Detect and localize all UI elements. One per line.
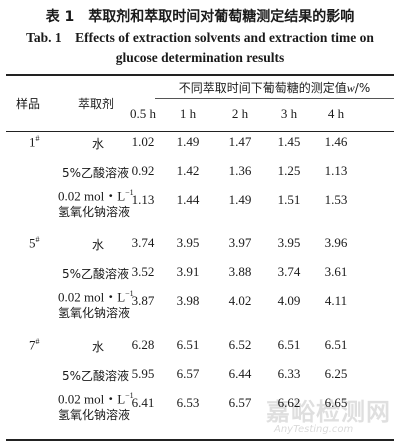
measured-value-header: 不同萃取时间下葡萄糖的测定值w/% — [178, 81, 371, 95]
value-cell: 6.62 — [277, 395, 301, 410]
value-cell: 5.95 — [131, 366, 155, 381]
value-cell: 6.28 — [131, 337, 155, 352]
sample-id: 1# — [29, 134, 40, 150]
concentration-exponent: −1 — [125, 188, 134, 197]
value-cell: 6.51 — [277, 337, 301, 352]
solvent-acetic-acid: 5%乙酸溶液 — [62, 369, 130, 383]
title-en-line2: glucose determination results — [115, 50, 285, 65]
value-cell: 3.87 — [131, 293, 155, 308]
solvent-sodium-hydroxide: 0.02 mol・L−1 氢氧化钠溶液 — [58, 285, 134, 322]
value-cell: 1.42 — [176, 163, 200, 178]
value-cell: 3.95 — [176, 235, 200, 250]
watermark-text-cn: 嘉峪检测网 — [266, 398, 391, 426]
value-cell: 6.25 — [324, 366, 348, 381]
value-cell: 6.53 — [176, 395, 200, 410]
value-cell: 3.95 — [277, 235, 301, 250]
concentration-exponent: −1 — [125, 391, 134, 400]
value-cell: 0.92 — [131, 163, 155, 178]
sample-column-header: 样品 — [16, 97, 41, 111]
solvent-water: 水 — [92, 340, 105, 354]
value-cell: 1.53 — [324, 192, 348, 207]
sample-mark: # — [35, 337, 40, 346]
value-cell: 4.11 — [324, 293, 348, 308]
sample-id: 7# — [29, 337, 40, 353]
value-cell: 1.49 — [176, 134, 200, 149]
solvent-concentration: 0.02 mol・L−1 — [58, 285, 134, 305]
value-cell: 1.25 — [277, 163, 301, 178]
value-cell: 1.02 — [131, 134, 155, 149]
sample-id: 5# — [29, 235, 40, 251]
concentration-exponent: −1 — [125, 289, 134, 298]
solvent-concentration: 0.02 mol・L−1 — [58, 387, 134, 407]
value-cell: 4.09 — [277, 293, 301, 308]
solvent-sodium-hydroxide: 0.02 mol・L−1 氢氧化钠溶液 — [58, 387, 134, 424]
value-cell: 6.51 — [324, 337, 348, 352]
value-cell: 3.97 — [228, 235, 252, 250]
watermark-text-en: AnyTesting.com — [274, 424, 354, 435]
header-sub-rule — [155, 98, 394, 99]
value-cell: 6.44 — [228, 366, 252, 381]
time-header: 2 h — [231, 106, 249, 121]
value-cell: 1.44 — [176, 192, 200, 207]
solvent-acetic-acid: 5%乙酸溶液 — [62, 267, 130, 281]
solvent-column-header: 萃取剂 — [78, 97, 115, 111]
time-header: 0.5 h — [130, 106, 156, 121]
solvent-name: 氢氧化钠溶液 — [58, 205, 131, 220]
concentration-text: 0.02 mol・L — [58, 188, 126, 204]
solvent-water: 水 — [92, 238, 105, 252]
value-cell: 6.52 — [228, 337, 252, 352]
value-cell: 3.74 — [277, 264, 301, 279]
value-cell: 3.88 — [228, 264, 252, 279]
time-header: 3 h — [280, 106, 298, 121]
top-rule — [6, 74, 394, 76]
value-cell: 6.33 — [277, 366, 301, 381]
solvent-acetic-acid: 5%乙酸溶液 — [62, 166, 130, 180]
value-cell: 1.46 — [324, 134, 348, 149]
value-cell: 4.02 — [228, 293, 252, 308]
value-cell: 6.57 — [176, 366, 200, 381]
sample-number: 7 — [29, 337, 36, 353]
solvent-water: 水 — [92, 137, 105, 151]
header-rule — [6, 131, 394, 132]
value-cell: 1.36 — [228, 163, 252, 178]
value-cell: 6.51 — [176, 337, 200, 352]
value-cell: 3.98 — [176, 293, 200, 308]
sample-number: 1 — [29, 134, 36, 150]
value-cell: 3.52 — [131, 264, 155, 279]
value-cell: 1.47 — [228, 134, 252, 149]
sample-mark: # — [35, 134, 40, 143]
time-header: 1 h — [179, 106, 197, 121]
solvent-sodium-hydroxide: 0.02 mol・L−1 氢氧化钠溶液 — [58, 184, 134, 221]
sample-number: 5 — [29, 235, 36, 251]
value-cell: 3.61 — [324, 264, 348, 279]
value-cell: 1.13 — [131, 192, 155, 207]
value-cell: 3.74 — [131, 235, 155, 250]
concentration-text: 0.02 mol・L — [58, 289, 126, 305]
bottom-rule — [6, 439, 394, 441]
value-cell: 3.96 — [324, 235, 348, 250]
concentration-text: 0.02 mol・L — [58, 391, 126, 407]
value-cell: 3.91 — [176, 264, 200, 279]
sample-mark: # — [35, 235, 40, 244]
title-en-line1: Tab. 1 Effects of extraction solvents an… — [26, 30, 374, 45]
value-cell: 1.45 — [277, 134, 301, 149]
value-cell: 6.41 — [131, 395, 155, 410]
time-header: 4 h — [327, 106, 345, 121]
table-title-en: Tab. 1 Effects of extraction solvents an… — [0, 28, 400, 68]
value-cell: 6.65 — [324, 395, 348, 410]
solvent-name: 氢氧化钠溶液 — [58, 408, 131, 423]
value-cell: 1.51 — [277, 192, 301, 207]
value-cell: 1.49 — [228, 192, 252, 207]
value-cell: 6.57 — [228, 395, 252, 410]
table-title-cn: 表 1 萃取剂和萃取时间对葡萄糖测定结果的影响 — [45, 9, 355, 25]
value-cell: 1.13 — [324, 163, 348, 178]
solvent-concentration: 0.02 mol・L−1 — [58, 184, 134, 204]
solvent-name: 氢氧化钠溶液 — [58, 306, 131, 321]
